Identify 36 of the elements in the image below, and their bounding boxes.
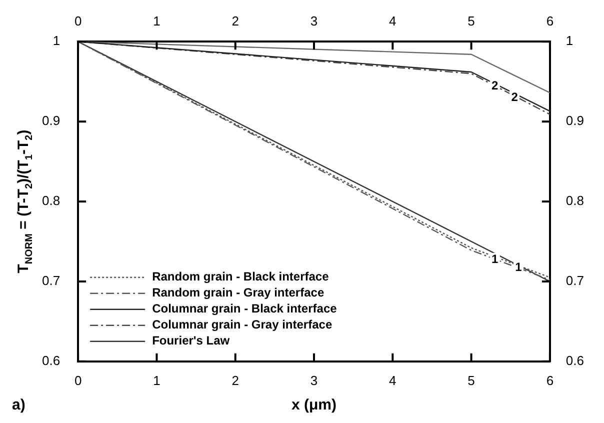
- legend-label: Columnar grain - Black interface: [152, 302, 338, 316]
- legend-label: Fourier's Law: [152, 334, 230, 348]
- y-tick-label: 0.8: [42, 193, 60, 208]
- y2-tick-label: 1: [566, 33, 574, 48]
- x-tick-label: 1: [153, 372, 160, 388]
- x-tick-label: 6: [546, 372, 554, 388]
- y2-tick-label: 0.7: [566, 273, 584, 288]
- annotation: 2: [511, 90, 518, 104]
- x2-tick-label: 6: [546, 13, 554, 28]
- x-tick-label: 0: [74, 372, 82, 388]
- y-tick-label: 0.7: [42, 273, 60, 288]
- x-tick-label: 2: [232, 372, 239, 388]
- x2-tick-label: 1: [153, 13, 160, 28]
- text: TNORM = (T-T2)/(T1-T2): [15, 130, 35, 274]
- x-tick-label: 3: [310, 372, 318, 388]
- y-tick-label: 0.9: [42, 113, 60, 128]
- legend-label: Random grain - Black interface: [152, 270, 330, 284]
- x-axis-title: x (μm): [291, 396, 337, 414]
- x2-tick-label: 4: [389, 13, 396, 28]
- y-tick-label: 0.6: [42, 352, 60, 368]
- x2-tick-label: 2: [232, 13, 239, 28]
- y2-tick-label: 0.6: [566, 352, 584, 368]
- y2-tick-label: 0.8: [566, 193, 584, 208]
- x-tick-label: 4: [389, 372, 396, 388]
- annotation: 1: [515, 260, 522, 274]
- annotation: 2: [492, 78, 499, 93]
- x2-tick-label: 3: [310, 13, 318, 28]
- x2-tick-label: 5: [468, 13, 475, 28]
- annotation: 1: [492, 252, 499, 266]
- x-tick-label: 5: [468, 372, 475, 388]
- text: a): [12, 396, 26, 414]
- x2-tick-label: 0: [74, 13, 82, 28]
- legend-label: Random grain - Gray interface: [152, 286, 324, 300]
- legend-label: Columnar grain - Gray interface: [152, 318, 332, 332]
- y2-tick-label: 0.9: [566, 113, 584, 128]
- y-tick-label: 1: [52, 33, 60, 48]
